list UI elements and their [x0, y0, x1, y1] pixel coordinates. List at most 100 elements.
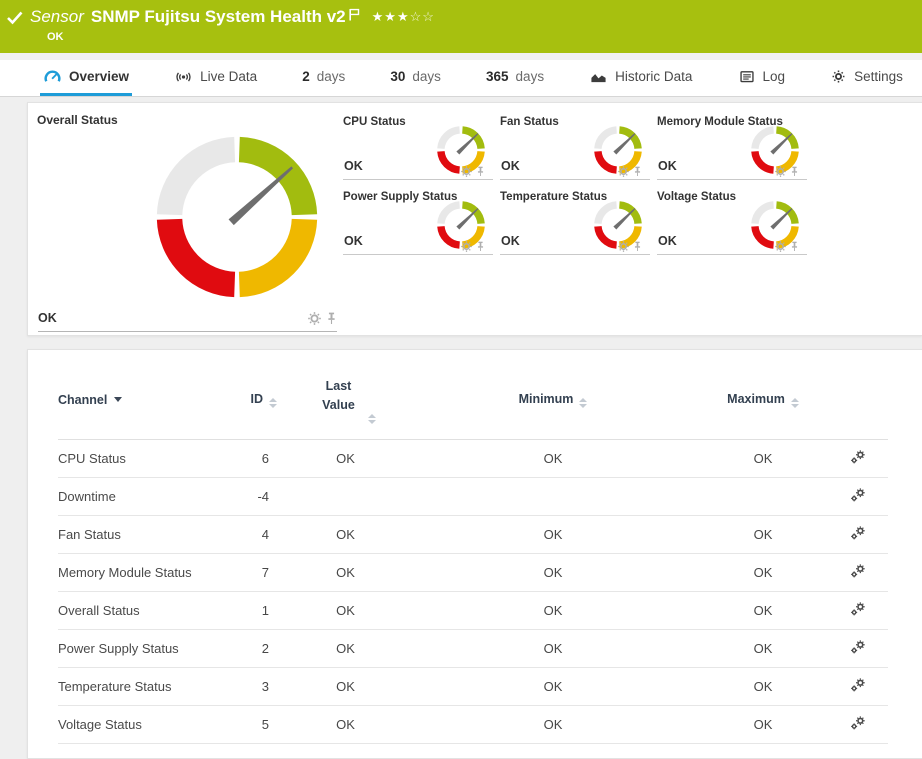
- pin-icon[interactable]: [790, 241, 799, 252]
- sensor-title: SNMP Fujitsu System Health v2: [90, 7, 346, 26]
- gauge-value: OK: [658, 234, 677, 248]
- gauge-value: OK: [501, 159, 520, 173]
- table-row: Overall Status 1 OK OK OK: [58, 590, 888, 630]
- channel-name: Downtime: [58, 476, 228, 516]
- gauge-label: Temperature Status: [500, 191, 608, 203]
- channel-last-value: OK: [283, 666, 408, 706]
- overall-status-value: OK: [38, 311, 57, 325]
- channel-maximum: [698, 476, 828, 516]
- gauge-settings-icon[interactable]: [618, 241, 629, 252]
- table-header-row: Channel ID Last Value Minimum Maximum: [58, 350, 888, 440]
- tab-label: days: [515, 69, 545, 84]
- table-row: Fan Status 4 OK OK OK: [58, 514, 888, 554]
- sort-icon: [367, 413, 376, 424]
- column-header-maximum[interactable]: Maximum: [698, 350, 828, 440]
- broadcast-icon: [176, 71, 191, 82]
- overall-status-gauge: [156, 136, 318, 298]
- gauge-settings-icon[interactable]: [308, 311, 321, 325]
- pin-icon[interactable]: [476, 241, 485, 252]
- pin-icon[interactable]: [790, 166, 799, 177]
- overview-content: Overall Status OK CPU Status: [0, 97, 922, 759]
- table-row: CPU Status 6 OK OK OK: [58, 439, 888, 477]
- sensor-tabbar: Overview Live Data 2 days 30 days 365 da…: [0, 60, 922, 97]
- tab-live-data[interactable]: Live Data: [171, 60, 260, 96]
- channel-settings-icon[interactable]: [850, 677, 866, 693]
- channel-name: Temperature Status: [58, 666, 228, 706]
- channel-minimum: OK: [408, 552, 698, 592]
- sort-icon: [579, 398, 588, 409]
- channel-minimum: [408, 476, 698, 516]
- gauge-label: Voltage Status: [657, 191, 737, 203]
- table-row: Voltage Status 5 OK OK OK: [58, 704, 888, 744]
- tab-label: Settings: [854, 69, 903, 84]
- tab-30-days[interactable]: 30 days: [387, 60, 444, 96]
- pin-icon[interactable]: [476, 166, 485, 177]
- channel-settings-icon[interactable]: [850, 601, 866, 617]
- channel-name: Memory Module Status: [58, 552, 228, 592]
- gauge-settings-icon[interactable]: [775, 166, 786, 177]
- table-row: Memory Module Status 7 OK OK OK: [58, 552, 888, 592]
- gauge-panel-temperature-status: Temperature Status OK: [500, 188, 650, 255]
- gauge-label: Memory Module Status: [657, 116, 783, 128]
- log-icon: [739, 71, 754, 83]
- pin-icon[interactable]: [326, 311, 337, 325]
- gauge-value: OK: [501, 234, 520, 248]
- channel-id: 6: [261, 450, 269, 466]
- channel-maximum: OK: [753, 450, 773, 466]
- column-header-last-value[interactable]: Last Value: [283, 350, 408, 440]
- gauge-label: Power Supply Status: [343, 191, 458, 203]
- pin-icon[interactable]: [633, 166, 642, 177]
- gauge-settings-icon[interactable]: [618, 166, 629, 177]
- channel-minimum: OK: [408, 590, 698, 630]
- column-header-id[interactable]: ID: [228, 350, 283, 440]
- channel-settings-icon[interactable]: [850, 563, 866, 579]
- channel-name: CPU Status: [58, 450, 126, 466]
- channel-settings-icon[interactable]: [850, 487, 866, 503]
- channel-last-value: OK: [283, 628, 408, 668]
- channel-minimum: OK: [408, 666, 698, 706]
- channel-name: Overall Status: [58, 590, 228, 630]
- sensor-header: Sensor SNMP Fujitsu System Health v2 ★★★…: [0, 0, 922, 53]
- flag-icon[interactable]: [349, 8, 360, 21]
- tab-historic-data[interactable]: Historic Data: [586, 60, 695, 96]
- gauge-settings-icon[interactable]: [775, 241, 786, 252]
- sort-icon: [790, 398, 799, 409]
- gauge-panel-fan-status: Fan Status OK: [500, 113, 650, 180]
- table-row: Downtime -4: [58, 476, 888, 516]
- column-header-minimum[interactable]: Minimum: [408, 350, 698, 440]
- tab-2-days[interactable]: 2 days: [299, 60, 348, 96]
- channel-name: Power Supply Status: [58, 628, 228, 668]
- column-header-channel[interactable]: Channel: [58, 350, 228, 440]
- channel-name: Voltage Status: [58, 704, 228, 744]
- channel-maximum: OK: [698, 552, 828, 592]
- gauge-panel-memory-module-status: Memory Module Status OK: [657, 113, 807, 180]
- tab-label: days: [412, 69, 441, 84]
- check-icon: [7, 11, 23, 25]
- channel-id: 7: [228, 552, 283, 592]
- column-header-tools: [828, 350, 888, 440]
- tab-365-days[interactable]: 365 days: [483, 60, 547, 96]
- gauge-value: OK: [344, 234, 363, 248]
- tab-label: Live Data: [200, 69, 258, 84]
- tab-label: Overview: [69, 69, 130, 84]
- channel-settings-icon[interactable]: [850, 639, 866, 655]
- channel-table-card: Channel ID Last Value Minimum Maximum CP…: [27, 349, 922, 759]
- stars-empty: ☆☆: [409, 9, 435, 24]
- sort-desc-icon: [114, 397, 123, 403]
- channel-last-value: OK: [283, 590, 408, 630]
- channel-settings-icon[interactable]: [850, 525, 866, 541]
- tab-overview[interactable]: Overview: [40, 60, 133, 96]
- priority-stars[interactable]: ★★★☆☆: [372, 9, 435, 25]
- pin-icon[interactable]: [633, 241, 642, 252]
- tab-number: 365: [486, 69, 509, 84]
- channel-last-value: OK: [283, 704, 408, 744]
- gauge-settings-icon[interactable]: [461, 241, 472, 252]
- tab-log[interactable]: Log: [735, 60, 789, 96]
- gauge-settings-icon[interactable]: [461, 166, 472, 177]
- channel-settings-icon[interactable]: [850, 715, 866, 731]
- channel-minimum: OK: [408, 704, 698, 744]
- channel-settings-icon[interactable]: [850, 449, 866, 465]
- tab-settings[interactable]: Settings: [827, 60, 906, 96]
- stars-filled: ★★★: [371, 9, 410, 24]
- gear-icon: [832, 70, 845, 83]
